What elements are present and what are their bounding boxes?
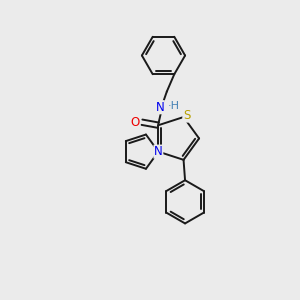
Text: ·H: ·H bbox=[167, 101, 179, 111]
Text: O: O bbox=[131, 116, 140, 129]
Text: N: N bbox=[155, 101, 164, 114]
Text: S: S bbox=[183, 109, 190, 122]
Text: N: N bbox=[154, 145, 163, 158]
